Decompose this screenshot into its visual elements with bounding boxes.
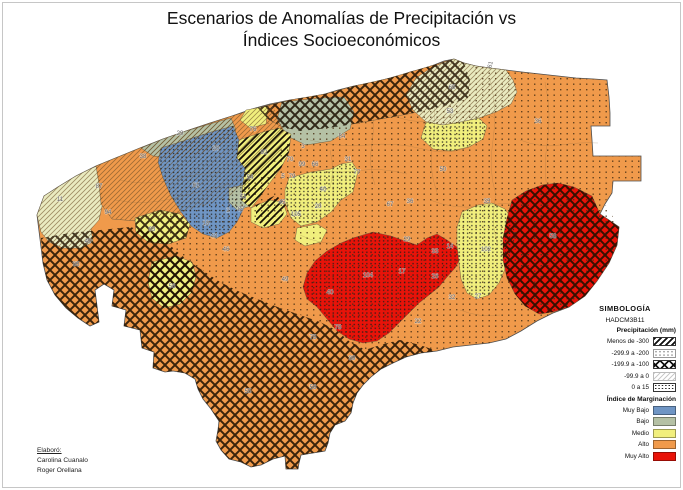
legend-precipitation-heading: Precipitación (mm) [616, 327, 676, 334]
credits-heading: Elaboró: [37, 447, 62, 454]
legend-item-label: Muy Alto [624, 452, 649, 460]
light-diagonal-swatch-icon [653, 371, 676, 381]
legend-item-label: Muy Bajo [622, 406, 649, 414]
legend-item: -199.9 a -100 [574, 359, 676, 371]
legend-item-label: Medio [631, 429, 649, 437]
legend-item: -299.9 a -200 [574, 348, 676, 360]
color-swatch-icon [653, 428, 676, 438]
legend-item-label: -99.9 a 0 [624, 372, 649, 380]
legend-item-label: 0 a 15 [631, 384, 649, 392]
legend-item: 0 a 15 [574, 382, 676, 394]
legend-marginalization-heading: Índice de Marginación [606, 395, 676, 403]
legend-item: Alto [574, 439, 676, 451]
credits: Elaboró: Carolina Cuanalo Roger Orellana [37, 446, 88, 477]
legend-precipitation-items: Menos de -300 -299.9 a -200 -199.9 a -100 -… [574, 336, 676, 394]
color-swatch-icon [653, 451, 676, 461]
sparse-dots-swatch-icon [653, 348, 676, 358]
crosshatch-swatch-icon [653, 360, 676, 370]
legend-item: Bajo [574, 416, 676, 428]
legend-item-label: -299.9 a -200 [611, 349, 649, 357]
credits-name-2: Roger Orellana [37, 467, 82, 475]
legend-item-label: Menos de -300 [606, 338, 649, 346]
title-line-2: Índices Socioeconómicos [242, 29, 441, 50]
legend-item-label: Bajo [636, 418, 649, 426]
legend-marginalization-items: Muy Bajo Bajo Medio Alto Muy Alto [574, 405, 676, 463]
legend-item: Muy Alto [574, 451, 676, 463]
page-title: Escenarios de Anomalías de Precipitación… [0, 8, 683, 52]
credits-name-1: Carolina Cuanalo [37, 457, 88, 465]
diagonal-stripes-swatch-icon [653, 337, 676, 347]
legend-title: SIMBOLOGÍA [599, 304, 651, 313]
title-line-1: Escenarios de Anomalías de Precipitación… [166, 8, 517, 28]
dense-dots-swatch-icon [653, 383, 676, 393]
legend-item-label: -199.9 a -100 [611, 361, 649, 369]
legend-item: Muy Bajo [574, 405, 676, 417]
legend-item: Medio [574, 428, 676, 440]
legend-item: Menos de -300 [574, 336, 676, 348]
color-swatch-icon [653, 405, 676, 415]
color-swatch-icon [653, 417, 676, 427]
color-swatch-icon [653, 440, 676, 450]
legend-model-label: HADCM3B11 [605, 317, 645, 324]
legend: SIMBOLOGÍA HADCM3B11 Precipitación (mm) … [574, 304, 676, 462]
legend-item-label: Alto [638, 441, 649, 449]
legend-item: -99.9 a 0 [574, 371, 676, 383]
